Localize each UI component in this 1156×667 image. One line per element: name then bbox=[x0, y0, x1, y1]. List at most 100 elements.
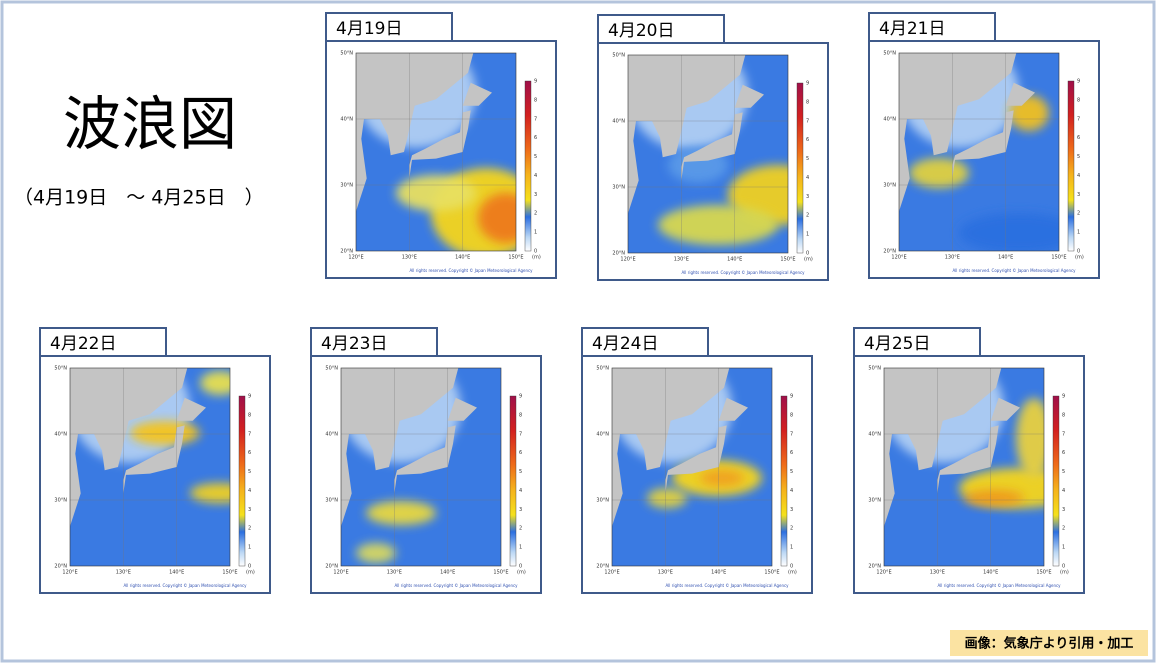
colorbar-tick: 6 bbox=[519, 450, 522, 456]
colorbar-tick: 5 bbox=[534, 154, 537, 160]
plot-border bbox=[355, 52, 517, 252]
colorbar-tick: 4 bbox=[1062, 488, 1065, 494]
wave-area bbox=[396, 175, 476, 211]
colorbar-tick: 2 bbox=[534, 211, 537, 217]
colorbar-tick: 8 bbox=[519, 412, 522, 418]
land bbox=[1005, 82, 1035, 106]
plot-border bbox=[883, 367, 1045, 567]
colorbar-tick: 1 bbox=[806, 232, 809, 238]
colorbar-tick: 8 bbox=[806, 99, 809, 105]
plot-inner bbox=[612, 368, 772, 566]
plot-inner bbox=[356, 53, 516, 251]
colorbar-tick: 7 bbox=[790, 431, 793, 437]
plot-border bbox=[340, 367, 502, 567]
date-label: 4月24日 bbox=[592, 334, 658, 354]
lat-label: 40°N bbox=[596, 432, 609, 438]
wave-area bbox=[356, 543, 396, 563]
date-label: 4月20日 bbox=[608, 21, 674, 41]
colorbar-tick: 5 bbox=[248, 469, 251, 475]
plot-inner bbox=[899, 53, 1059, 251]
colorbar bbox=[509, 395, 517, 567]
lon-label: 150°E bbox=[1051, 255, 1066, 261]
colorbar-tick: 2 bbox=[1077, 211, 1080, 217]
lat-label: 50°N bbox=[612, 53, 625, 59]
lon-label: 140°E bbox=[983, 570, 998, 576]
title: 波浪図 bbox=[63, 90, 237, 158]
lat-label: 20°N bbox=[883, 249, 896, 255]
colorbar-tick: 0 bbox=[1062, 564, 1065, 570]
copyright: All rights reserved. Copyright © Japan M… bbox=[952, 268, 1076, 273]
plot-border bbox=[627, 54, 789, 254]
colorbar-tick: 3 bbox=[1077, 192, 1080, 198]
lon-label: 140°E bbox=[998, 255, 1013, 261]
copyright: All rights reserved. Copyright © Japan M… bbox=[681, 270, 805, 275]
lon-label: 150°E bbox=[493, 570, 508, 576]
land bbox=[990, 397, 1020, 421]
colorbar-tick: 4 bbox=[1077, 173, 1080, 179]
colorbar-tick: 4 bbox=[248, 488, 251, 494]
land bbox=[681, 112, 743, 181]
colorbar-tick: 9 bbox=[790, 394, 793, 400]
lat-label: 20°N bbox=[325, 564, 338, 570]
lon-label: 120°E bbox=[620, 257, 635, 263]
lat-label: 50°N bbox=[340, 51, 353, 57]
credit: 画像：気象庁より引用・加工 bbox=[965, 636, 1134, 652]
colorbar bbox=[796, 82, 804, 254]
lat-label: 30°N bbox=[868, 498, 881, 504]
colorbar-tick: 0 bbox=[519, 564, 522, 570]
colorbar-tick: 2 bbox=[1062, 526, 1065, 532]
colorbar-tick: 7 bbox=[534, 116, 537, 122]
lat-label: 30°N bbox=[596, 498, 609, 504]
lat-label: 50°N bbox=[868, 366, 881, 372]
colorbar-tick: 6 bbox=[1062, 450, 1065, 456]
colorbar-tick: 2 bbox=[519, 526, 522, 532]
colorbar-tick: 6 bbox=[806, 137, 809, 143]
lon-label: 120°E bbox=[604, 570, 619, 576]
colorbar-tick: 2 bbox=[790, 526, 793, 532]
date-tab bbox=[597, 14, 725, 44]
date-label: 4月25日 bbox=[864, 334, 930, 354]
lat-label: 30°N bbox=[612, 185, 625, 191]
wave-area bbox=[658, 205, 778, 245]
lon-label: 140°E bbox=[727, 257, 742, 263]
copyright: All rights reserved. Copyright © Japan M… bbox=[394, 583, 518, 588]
colorbar-tick: 6 bbox=[790, 450, 793, 456]
colorbar-tick: 9 bbox=[248, 394, 251, 400]
lat-label: 40°N bbox=[340, 117, 353, 123]
land bbox=[952, 110, 1014, 179]
lon-label: 140°E bbox=[169, 570, 184, 576]
lat-label: 40°N bbox=[868, 432, 881, 438]
lon-label: 140°E bbox=[455, 255, 470, 261]
date-tab bbox=[310, 327, 438, 357]
plot-inner bbox=[341, 368, 501, 566]
land bbox=[341, 368, 459, 527]
colorbar-tick: 8 bbox=[1077, 97, 1080, 103]
colorbar-tick: 3 bbox=[248, 507, 251, 513]
land bbox=[123, 425, 185, 494]
wave-area bbox=[1016, 398, 1044, 478]
lon-label: 120°E bbox=[348, 255, 363, 261]
subtitle: （4月19日 ～ 4月25日 ） bbox=[14, 187, 264, 209]
colorbar-tick: 0 bbox=[790, 564, 793, 570]
colorbar-tick: 6 bbox=[248, 450, 251, 456]
copyright: All rights reserved. Copyright © Japan M… bbox=[409, 268, 533, 273]
colorbar bbox=[1067, 80, 1075, 252]
colorbar-tick: 6 bbox=[534, 135, 537, 141]
copyright: All rights reserved. Copyright © Japan M… bbox=[937, 583, 1061, 588]
lat-label: 20°N bbox=[54, 564, 67, 570]
colorbar-tick: 4 bbox=[519, 488, 522, 494]
colorbar-tick: 1 bbox=[519, 545, 522, 551]
lat-label: 50°N bbox=[883, 51, 896, 57]
colorbar-tick: 4 bbox=[790, 488, 793, 494]
lon-label: 120°E bbox=[62, 570, 77, 576]
lat-label: 20°N bbox=[612, 251, 625, 257]
colorbar-tick: 1 bbox=[248, 545, 251, 551]
colorbar-tick: 9 bbox=[1062, 394, 1065, 400]
wave-area bbox=[964, 490, 1024, 506]
